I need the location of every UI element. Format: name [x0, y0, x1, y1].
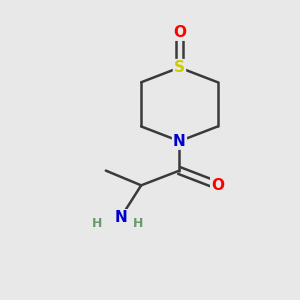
Text: O: O: [173, 25, 186, 40]
Text: N: N: [173, 134, 186, 149]
Text: N: N: [114, 210, 127, 225]
Text: H: H: [133, 217, 143, 230]
Text: O: O: [211, 178, 224, 193]
Text: H: H: [92, 217, 102, 230]
Text: S: S: [174, 60, 185, 75]
